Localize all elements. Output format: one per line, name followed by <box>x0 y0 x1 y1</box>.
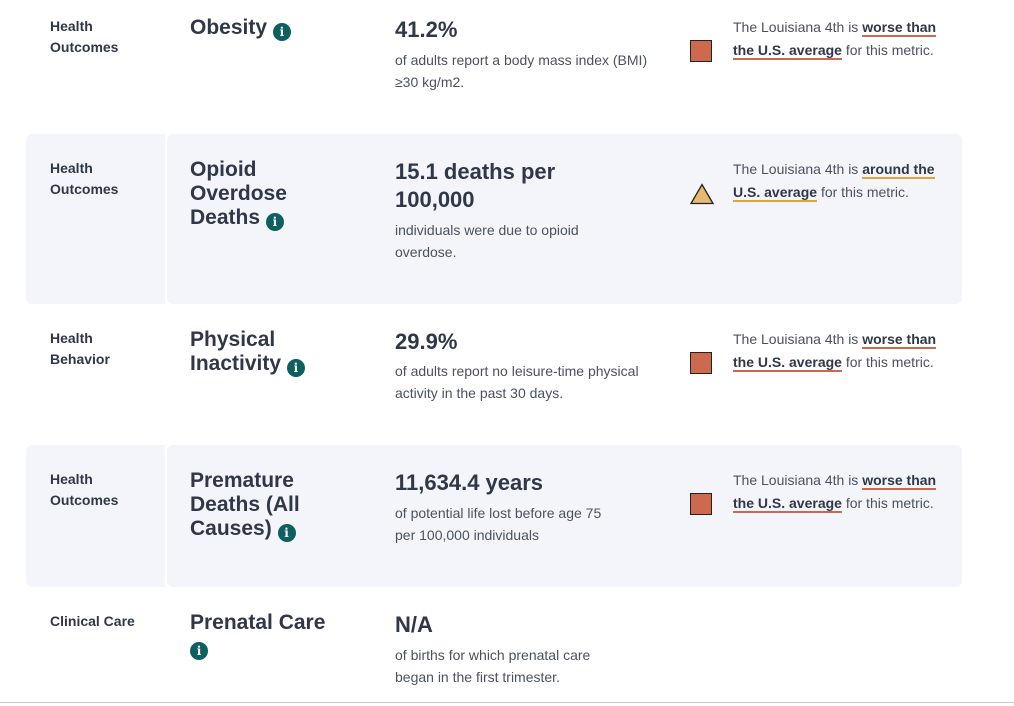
metric-row-obesity: Health Outcomes Obesity i 41.2% of adult… <box>26 0 962 118</box>
metric-name: Prenatal Care <box>190 611 326 634</box>
comparison-highlight: worse than the U.S. average <box>733 472 937 513</box>
comparison-highlight: worse than the U.S. average <box>733 331 937 372</box>
category-label: Health Outcomes <box>50 471 119 508</box>
metric-row-prenatal-care: Clinical Care Prenatal Care i N/A of bir… <box>26 587 962 702</box>
around-triangle-icon <box>689 183 715 210</box>
metric-description: of potential life lost before age 75 per… <box>395 505 602 543</box>
comparison-note: The Louisiana 4th is worse than the U.S.… <box>733 472 937 513</box>
info-icon[interactable]: i <box>272 23 291 41</box>
metric-value: 15.1 deaths per 100,000 <box>395 159 556 212</box>
info-icon[interactable]: i <box>277 524 296 542</box>
comparison-highlight: around the U.S. average <box>733 161 935 202</box>
metric-name: Premature Deaths (All Causes) <box>190 469 300 540</box>
metric-row-premature-deaths: Health Outcomes Premature Deaths (All Ca… <box>26 445 962 587</box>
category-label: Health Outcomes <box>50 160 119 197</box>
metric-name: Physical Inactivity <box>190 328 282 375</box>
info-icon[interactable]: i <box>286 359 305 377</box>
info-icon[interactable]: i <box>265 213 284 231</box>
metric-value: 41.2% <box>395 17 458 42</box>
divider <box>0 702 1014 703</box>
metric-title: Physical Inactivity i <box>190 328 320 377</box>
metric-value: N/A <box>395 612 433 637</box>
metric-title: Premature Deaths (All Causes) i <box>190 469 310 542</box>
comparison-highlight: worse than the U.S. average <box>733 19 937 60</box>
category-label: Health Outcomes <box>50 18 119 55</box>
info-icon[interactable]: i <box>190 642 208 660</box>
metric-value: 11,634.4 years <box>395 470 544 495</box>
category-label: Health Behavior <box>50 330 110 367</box>
metric-description: of births for which prenatal care began … <box>395 647 591 685</box>
category-label: Clinical Care <box>50 613 135 629</box>
metric-name: Obesity <box>190 16 268 39</box>
metric-description: individuals were due to opioid overdose. <box>395 222 579 260</box>
worse-square-icon <box>690 493 712 515</box>
worse-square-icon <box>690 40 712 62</box>
metric-title: Obesity i <box>190 16 360 41</box>
comparison-note: The Louisiana 4th is around the U.S. ave… <box>733 161 935 202</box>
metric-row-opioid-overdose-deaths: Health Outcomes Opioid Overdose Deaths i… <box>26 134 962 304</box>
metric-title: Prenatal Care i <box>190 611 340 660</box>
metric-name: Opioid Overdose Deaths <box>190 158 287 229</box>
metric-description: of adults report no leisure-time physica… <box>395 363 639 401</box>
comparison-note: The Louisiana 4th is worse than the U.S.… <box>733 19 937 60</box>
metric-row-physical-inactivity: Health Behavior Physical Inactivity i 29… <box>26 304 962 438</box>
metric-value: 29.9% <box>395 329 458 354</box>
metric-description: of adults report a body mass index (BMI)… <box>395 52 648 90</box>
metric-title: Opioid Overdose Deaths i <box>190 158 300 231</box>
worse-square-icon <box>690 352 712 374</box>
comparison-note: The Louisiana 4th is worse than the U.S.… <box>733 331 937 372</box>
